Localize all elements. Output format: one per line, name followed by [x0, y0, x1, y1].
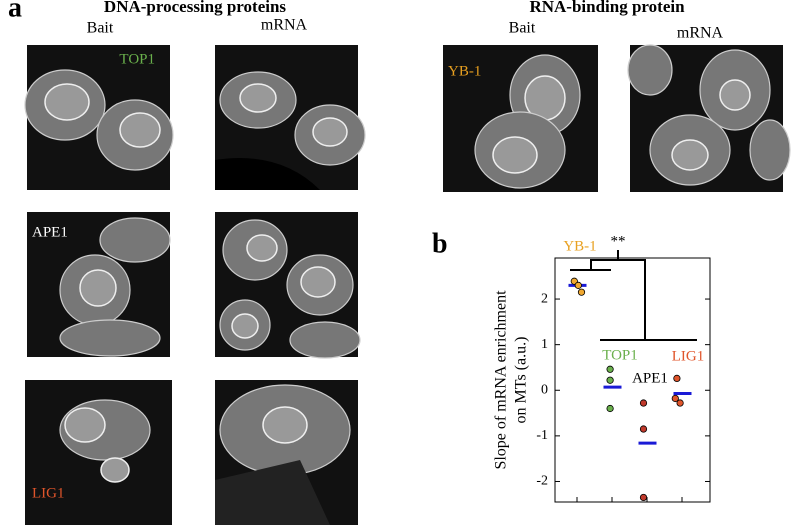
series-label: LIG1	[672, 348, 705, 364]
data-point	[673, 374, 681, 383]
series-label: YB-1	[563, 238, 596, 254]
plot-frame	[554, 257, 711, 503]
group-title: DNA-processing proteins	[104, 0, 287, 16]
y-tick-label: 1	[541, 337, 548, 352]
data-point	[676, 399, 684, 407]
data-point	[639, 399, 648, 407]
column-header: Bait	[87, 20, 114, 37]
micrograph	[24, 45, 174, 190]
image-label: TOP1	[119, 51, 155, 67]
panel-label: a	[8, 0, 22, 23]
data-point	[606, 404, 614, 413]
group-title: RNA-binding protein	[529, 0, 685, 16]
x-ticks	[576, 497, 683, 502]
data-point	[574, 281, 582, 289]
y-tick-label: -2	[536, 474, 548, 489]
y-axis-label-line: Slope of mRNA enrichment	[493, 290, 510, 470]
image-label: APE1	[32, 224, 68, 240]
column-header: Bait	[509, 20, 536, 37]
data-point	[639, 493, 648, 502]
data-point	[639, 425, 648, 433]
data-point	[606, 376, 614, 384]
micrograph	[215, 212, 361, 359]
y-tick-label: 0	[541, 382, 548, 397]
micrograph	[215, 45, 366, 190]
significance-bracket	[570, 250, 697, 341]
y-tick-label: 2	[541, 291, 548, 306]
y-axis-label: Slope of mRNA enrichment on MTs (a.u.)	[493, 290, 530, 470]
y-axis-label-line: on MTs (a.u.)	[513, 337, 530, 424]
panel-label: b	[432, 228, 448, 259]
micrograph	[27, 212, 171, 357]
micrograph	[443, 45, 598, 192]
series-label: TOP1	[602, 347, 638, 363]
series-label: APE1	[632, 370, 668, 386]
y-tick-label: -1	[536, 428, 548, 443]
micrograph	[25, 380, 172, 525]
image-label: YB-1	[448, 63, 481, 79]
column-header: mRNA	[261, 17, 308, 34]
image-label: LIG1	[32, 485, 65, 501]
significance-label: **	[611, 233, 626, 249]
data-point	[671, 394, 679, 403]
data-point	[606, 365, 614, 373]
micrograph	[627, 44, 791, 192]
column-header: mRNA	[677, 25, 724, 42]
micrograph	[215, 380, 358, 525]
data-point	[577, 288, 586, 296]
